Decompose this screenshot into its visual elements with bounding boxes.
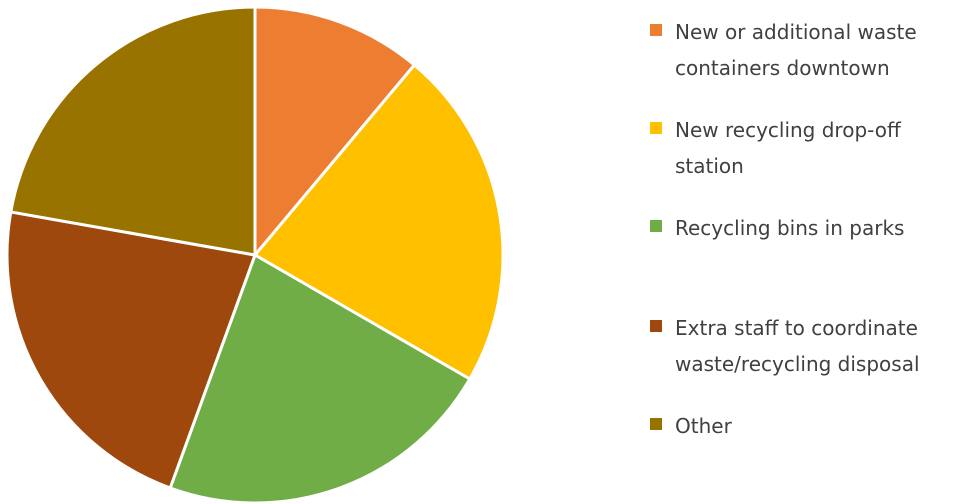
legend-label: Recycling bins in parks: [675, 216, 905, 240]
legend-label: New or additional waste containers downt…: [675, 20, 917, 80]
pie-slice-1: [253, 63, 505, 381]
legend: New or additional waste containers downt…: [650, 0, 980, 504]
legend-label: Other: [675, 414, 732, 438]
legend-swatch: [650, 220, 662, 232]
pie-slice-2: [168, 253, 472, 504]
legend-swatch: [650, 320, 662, 332]
pie-slice-0: [253, 5, 416, 257]
pie-plot-area: [5, 5, 505, 504]
pie-slice-3: [5, 210, 257, 490]
legend-swatch: [650, 418, 662, 430]
legend-swatch: [650, 24, 662, 36]
legend-label: Extra staff to coordinate waste/recyclin…: [675, 316, 920, 376]
pie-slice-4: [9, 5, 257, 257]
legend-label: New recycling drop-off station: [675, 118, 901, 178]
legend-swatch: [650, 122, 662, 134]
